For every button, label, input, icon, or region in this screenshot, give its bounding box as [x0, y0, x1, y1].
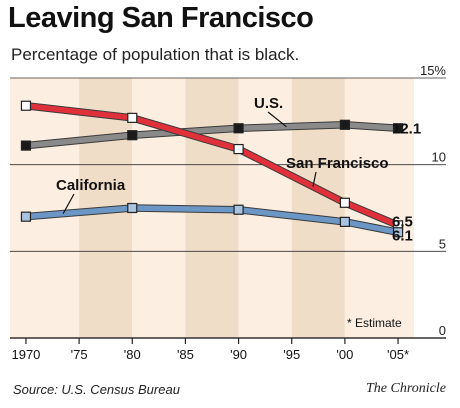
- end-value-label: 12.1: [392, 120, 421, 137]
- data-point: [20, 140, 32, 151]
- end-value-label: 6.5: [392, 213, 413, 230]
- data-point: [392, 227, 404, 238]
- x-tick-label: '75: [71, 347, 88, 362]
- y-tick-label: 10: [432, 150, 446, 165]
- data-point: [127, 112, 138, 123]
- data-point: [339, 119, 350, 130]
- data-point: [233, 204, 244, 215]
- publisher-credit: The Chronicle: [366, 381, 446, 396]
- data-point: [127, 130, 138, 141]
- source-note: Source: U.S. Census Bureau: [13, 382, 180, 397]
- x-tick-label: '90: [230, 347, 247, 362]
- x-tick-label: '00: [336, 347, 353, 362]
- y-tick-label: 15%: [420, 63, 446, 78]
- estimate-note: * Estimate: [347, 316, 402, 330]
- x-tick-label: '95: [283, 347, 300, 362]
- data-point: [233, 143, 244, 155]
- background-band: [10, 78, 26, 338]
- series-label: U.S.: [254, 95, 283, 112]
- chart-title: Leaving San Francisco: [8, 2, 314, 34]
- x-tick-label: '80: [124, 347, 141, 362]
- leader-line: [312, 171, 317, 187]
- background-band: [398, 78, 414, 338]
- background-band: [25, 78, 80, 338]
- leader-line: [267, 111, 287, 128]
- data-point: [233, 123, 244, 134]
- series-label: California: [56, 177, 126, 194]
- y-tick-label: 5: [439, 236, 446, 251]
- leader-line: [62, 193, 75, 214]
- data-point: [20, 211, 32, 222]
- data-point: [392, 123, 404, 134]
- data-point: [339, 216, 350, 227]
- background-band: [291, 78, 345, 338]
- x-tick-label: '85: [177, 347, 194, 362]
- x-tick-label: '05*: [387, 347, 409, 362]
- x-tick-label: 1970: [11, 347, 40, 362]
- end-value-label: 6.1: [392, 227, 413, 244]
- y-tick-label: 0: [439, 323, 446, 338]
- data-point: [20, 100, 32, 111]
- series-label: San Francisco: [286, 155, 389, 172]
- data-point: [127, 202, 138, 214]
- data-point: [339, 197, 350, 208]
- chart-subtitle: Percentage of population that is black.: [11, 45, 300, 64]
